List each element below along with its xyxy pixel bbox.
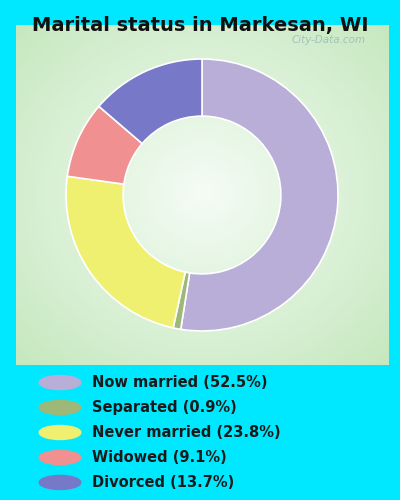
Text: Separated (0.9%): Separated (0.9%)	[92, 400, 237, 415]
Circle shape	[39, 426, 81, 440]
Wedge shape	[173, 272, 190, 330]
Wedge shape	[99, 59, 202, 144]
Wedge shape	[67, 106, 142, 184]
Circle shape	[39, 450, 81, 464]
Text: Widowed (9.1%): Widowed (9.1%)	[92, 450, 227, 465]
Text: Now married (52.5%): Now married (52.5%)	[92, 375, 268, 390]
Circle shape	[39, 376, 81, 390]
Text: Divorced (13.7%): Divorced (13.7%)	[92, 475, 234, 490]
Wedge shape	[66, 176, 185, 328]
Text: City-Data.com: City-Data.com	[291, 35, 365, 45]
Wedge shape	[181, 59, 338, 331]
Text: Never married (23.8%): Never married (23.8%)	[92, 425, 281, 440]
Text: Marital status in Markesan, WI: Marital status in Markesan, WI	[32, 16, 368, 35]
Circle shape	[39, 476, 81, 490]
Circle shape	[39, 400, 81, 414]
